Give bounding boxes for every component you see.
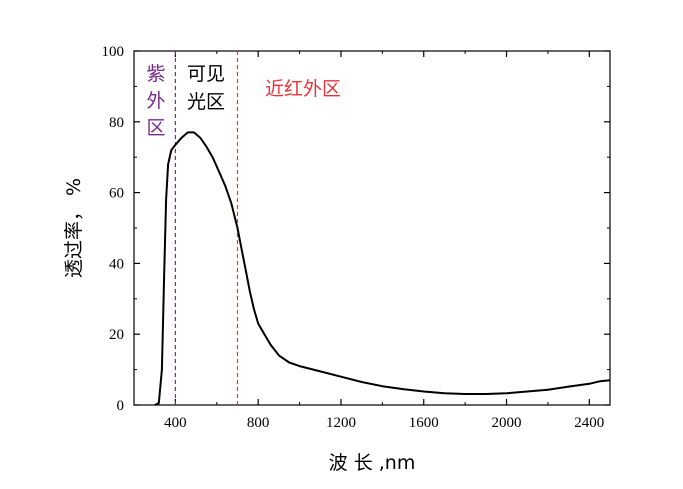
nir-region-label: 近红外区 xyxy=(265,78,341,100)
x-tick-label-2000: 2000 xyxy=(492,415,522,431)
visible-region-label-2: 光区 xyxy=(187,91,225,113)
uv-region-label-3: 区 xyxy=(146,117,165,139)
y-axis-title: 透过率， % xyxy=(63,178,85,278)
uv-region-label-1: 紫 xyxy=(146,63,165,85)
y-tick-label-80: 80 xyxy=(109,115,124,131)
x-tick-label-1600: 1600 xyxy=(409,415,439,431)
x-tick-label-2400: 2400 xyxy=(574,415,604,431)
visible-region-label-1: 可见 xyxy=(187,63,225,85)
y-tick-label-20: 20 xyxy=(109,327,124,343)
uv-region-label-2: 外 xyxy=(146,90,165,112)
x-tick-label-1200: 1200 xyxy=(326,415,356,431)
y-tick-label-0: 0 xyxy=(117,398,125,414)
x-tick-label-400: 400 xyxy=(164,415,187,431)
y-tick-label-60: 60 xyxy=(109,186,124,202)
x-axis-title: 波 长 ,nm xyxy=(329,452,416,474)
data-layer: 400 800 1200 1600 2000 2400 0 20 40 60 80 100 xyxy=(102,44,611,431)
x-tick-label-800: 800 xyxy=(247,415,270,431)
y-tick-label-100: 100 xyxy=(102,44,125,60)
transmittance-curve xyxy=(154,131,611,406)
y-tick-label-40: 40 xyxy=(109,256,124,272)
